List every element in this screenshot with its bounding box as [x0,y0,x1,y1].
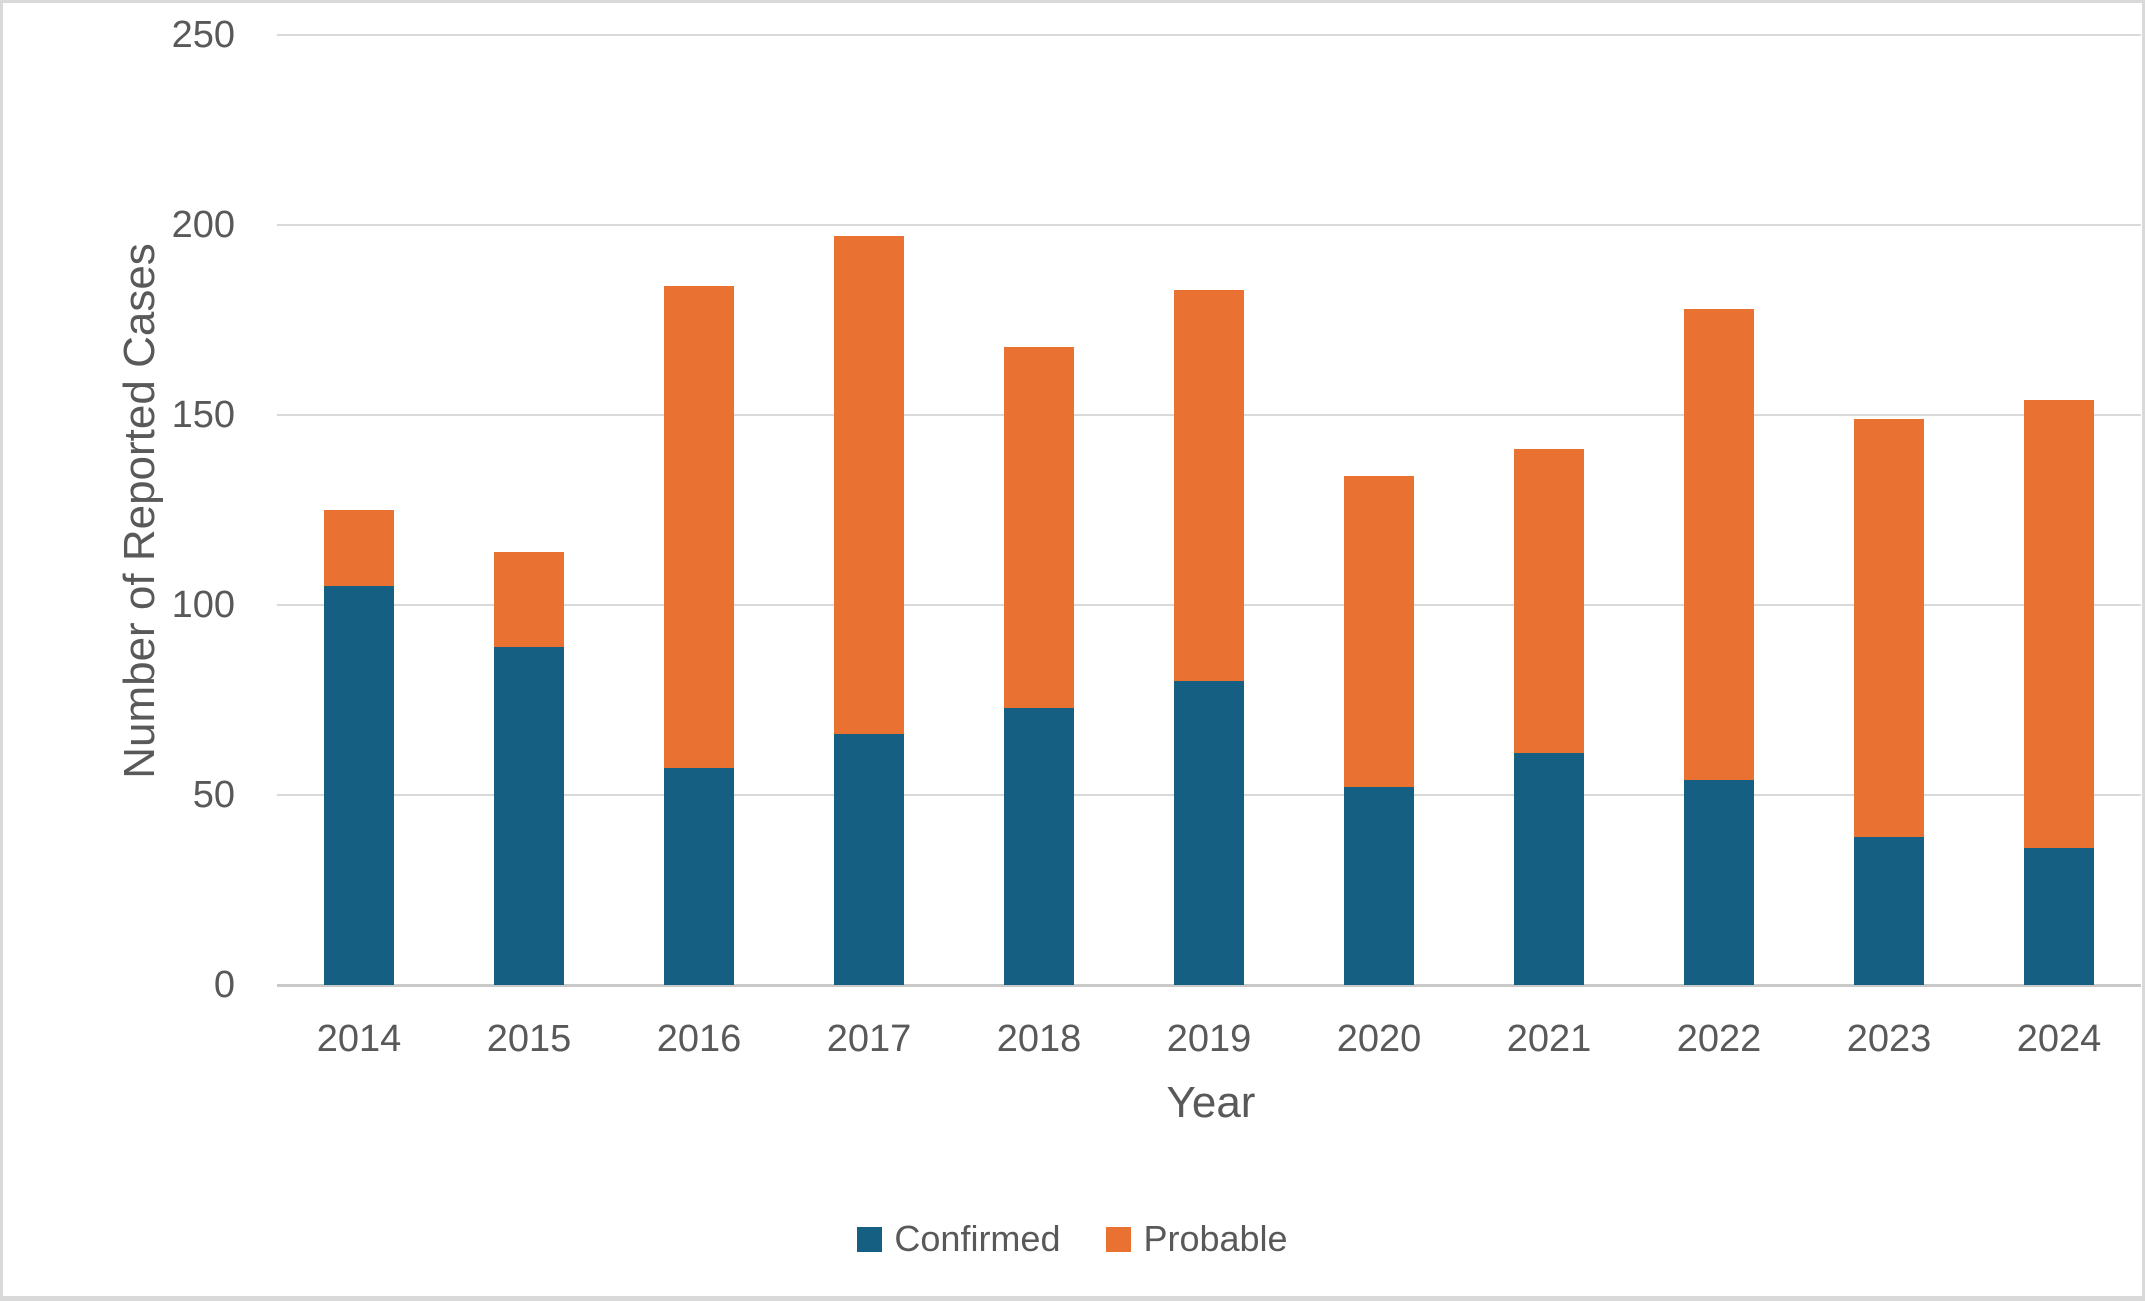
legend-swatch-icon [1106,1226,1132,1252]
bar-segment-2023-probable [1854,418,1924,837]
x-axis-title: Year [1166,1078,1256,1127]
bar-2019 [1174,35,1244,985]
legend-swatch-icon [857,1226,883,1252]
legend-label: Confirmed [894,1218,1061,1259]
y-tick-0: 0 [213,964,235,1006]
bar-2015 [494,35,564,985]
bar-2016 [664,35,734,985]
y-tick-150: 150 [171,394,235,436]
bar-2022 [1684,35,1754,985]
bar-segment-2016-confirmed [664,768,734,985]
bar-segment-2023-confirmed [1854,836,1924,985]
bar-segment-2022-confirmed [1684,779,1754,985]
y-tick-100: 100 [171,584,235,626]
bar-segment-2016-probable [664,285,734,769]
x-tick-2022: 2022 [1676,1018,1762,1060]
bar-segment-2019-confirmed [1174,681,1244,985]
gridline-250 [277,34,2141,36]
legend-label: Probable [1143,1218,1288,1259]
bar-2017 [834,35,904,985]
x-tick-2018: 2018 [996,1018,1082,1060]
bar-2018 [1004,35,1074,985]
bar-segment-2017-confirmed [834,734,904,985]
legend-item-confirmed: Confirmed [857,1218,1060,1260]
y-tick-250: 250 [171,14,235,56]
bar-2020 [1344,35,1414,985]
bar-2021 [1514,35,1584,985]
bar-segment-2018-probable [1004,346,1074,708]
x-tick-2014: 2014 [316,1018,402,1060]
bar-segment-2014-confirmed [324,586,394,985]
bar-segment-2017-probable [834,236,904,735]
bar-segment-2024-confirmed [2024,848,2094,985]
bar-segment-2015-confirmed [494,646,564,985]
x-tick-2020: 2020 [1336,1018,1422,1060]
x-tick-2021: 2021 [1506,1018,1592,1060]
bar-2024 [2024,35,2094,985]
bar-segment-2015-probable [494,551,564,647]
bar-segment-2022-probable [1684,308,1754,780]
bar-segment-2024-probable [2024,399,2094,849]
bar-segment-2020-probable [1344,475,1414,788]
y-axis-title: Number of Reported Cases [115,243,164,779]
x-tick-2015: 2015 [486,1018,572,1060]
plot-area [277,34,2141,987]
bar-segment-2014-probable [324,510,394,586]
legend-item-probable: Probable [1106,1218,1288,1260]
bar-segment-2018-confirmed [1004,707,1074,985]
bar-2014 [324,35,394,985]
bar-segment-2020-confirmed [1344,787,1414,985]
x-tick-2024: 2024 [2016,1018,2102,1060]
x-tick-2019: 2019 [1166,1018,1252,1060]
x-tick-2016: 2016 [656,1018,742,1060]
bar-segment-2021-confirmed [1514,753,1584,985]
y-tick-50: 50 [192,774,235,816]
gridline-200 [277,224,2141,226]
x-tick-2023: 2023 [1846,1018,1932,1060]
x-tick-2017: 2017 [826,1018,912,1060]
y-tick-200: 200 [171,204,235,246]
bar-segment-2019-probable [1174,289,1244,681]
bar-2023 [1854,35,1924,985]
gridline-0 [277,984,2141,987]
legend: Confirmed Probable [3,1218,2142,1260]
bar-segment-2021-probable [1514,449,1584,754]
